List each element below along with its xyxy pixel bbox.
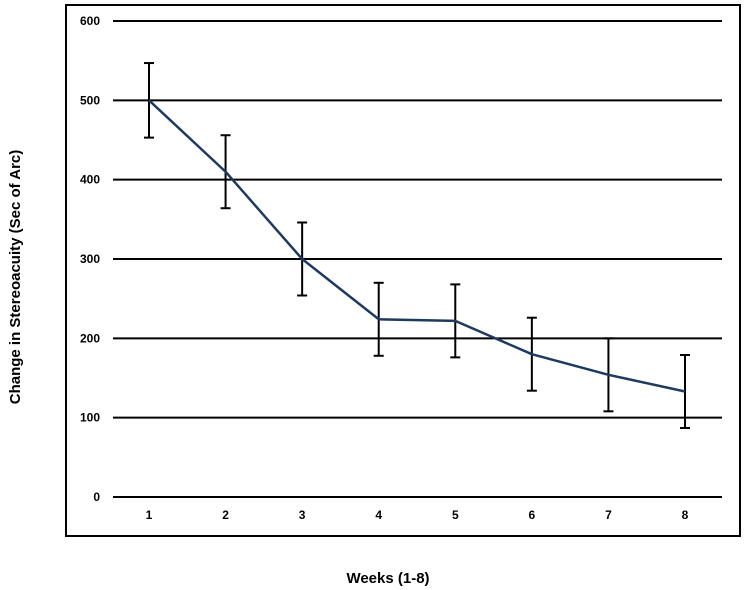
- y-tick-label: 0: [93, 490, 100, 504]
- x-tick-label: 4: [375, 508, 382, 522]
- series: [148, 99, 686, 393]
- x-tick-label: 8: [682, 508, 689, 522]
- x-tick-labels: 1 2 3 4 5 6 7 8: [146, 508, 689, 522]
- y-axis-title: Change in Stereoacuity (Sec of Arc): [7, 150, 24, 405]
- y-tick-label: 200: [80, 331, 100, 345]
- series-line: [148, 99, 686, 393]
- x-tick-label: 7: [605, 508, 612, 522]
- y-tick-label: 600: [80, 14, 100, 28]
- y-tick-label: 300: [80, 252, 100, 266]
- y-tick-labels: 0 100 200 300 400 500 600: [80, 14, 100, 504]
- y-tick-label: 100: [80, 411, 100, 425]
- y-tick-label: 500: [80, 93, 100, 107]
- x-tick-label: 3: [299, 508, 306, 522]
- x-tick-label: 2: [222, 508, 229, 522]
- x-tick-label: 6: [529, 508, 536, 522]
- y-tick-label: 400: [80, 173, 100, 187]
- x-tick-label: 5: [452, 508, 459, 522]
- x-tick-label: 1: [146, 508, 153, 522]
- grid-lines: [113, 20, 722, 498]
- plot-frame: [65, 4, 741, 537]
- x-axis-title: Weeks (1-8): [346, 570, 429, 587]
- error-bars: [144, 62, 690, 429]
